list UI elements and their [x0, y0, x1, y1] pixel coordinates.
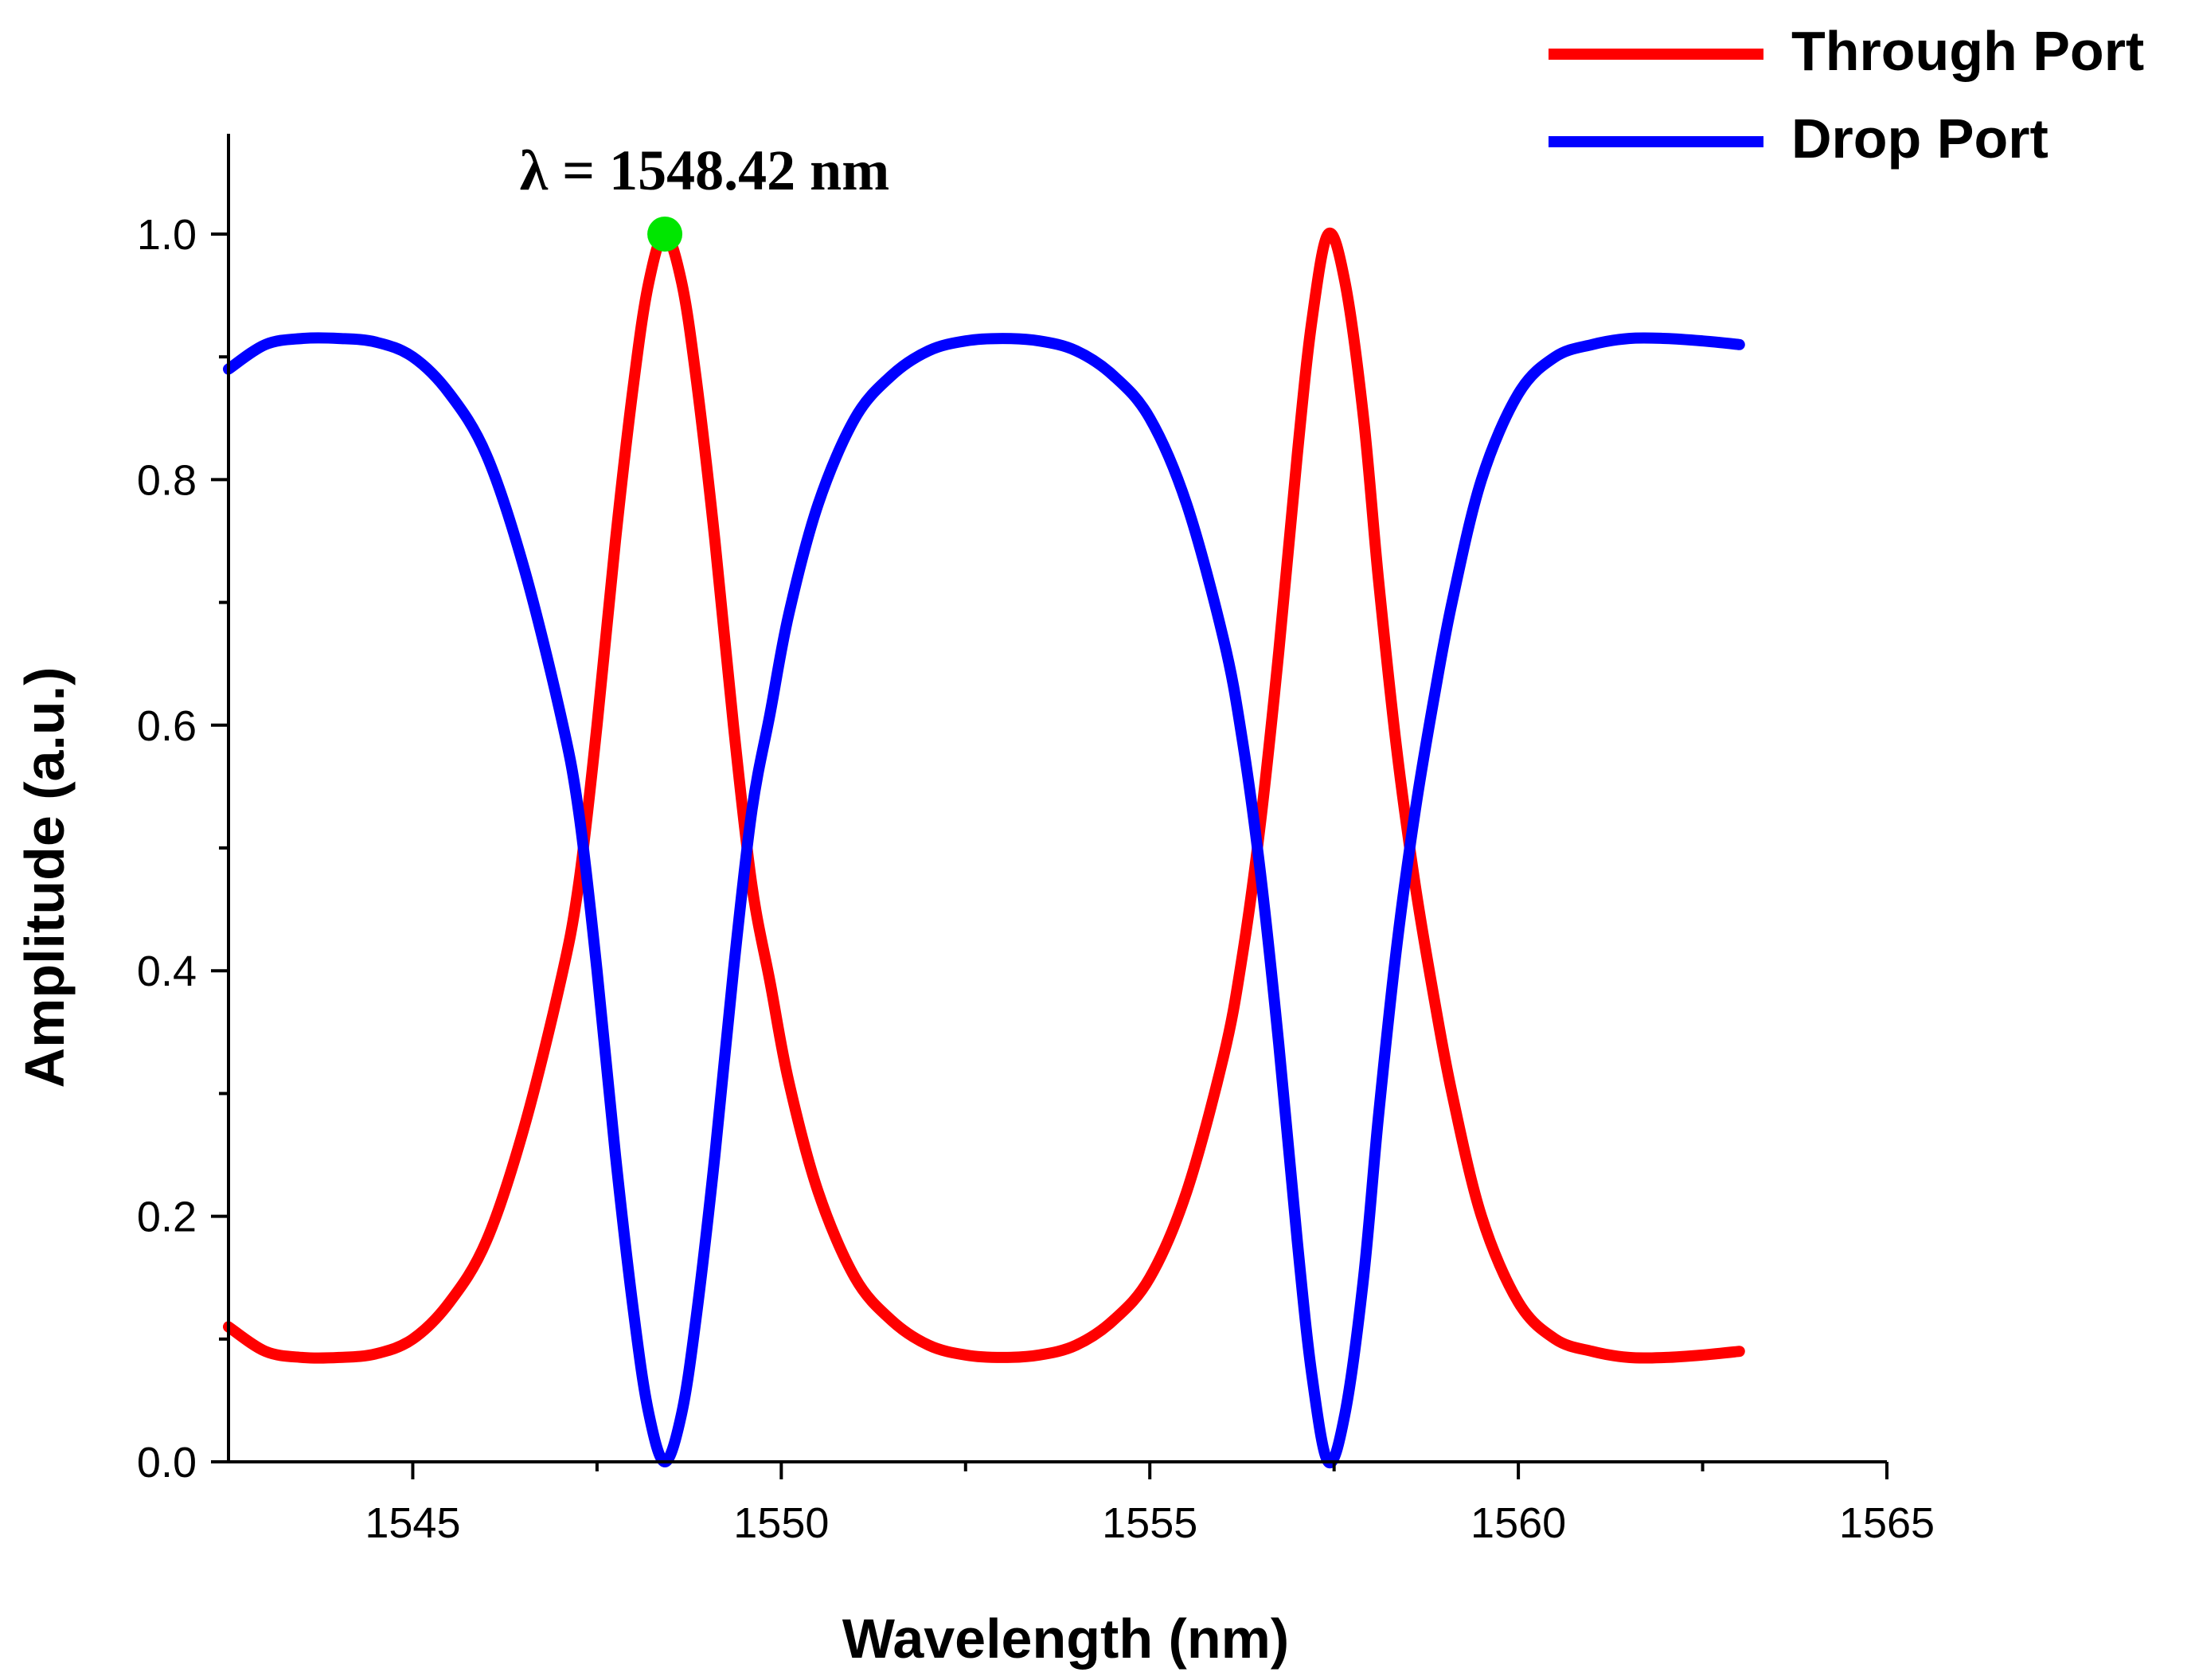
- legend: Through Port Drop Port: [1549, 20, 2144, 170]
- x-axis-ticks: 1545 1550 1555 1560 1565: [365, 1462, 1935, 1547]
- x-tick-label: 1560: [1470, 1499, 1566, 1547]
- y-tick-label: 0.6: [137, 702, 197, 750]
- plot-area: [223, 227, 1745, 1469]
- peak-annotation: λ = 1548.42 nm: [520, 139, 889, 252]
- x-axis-title: Wavelength (nm): [842, 1608, 1289, 1670]
- x-tick-label: 1555: [1102, 1499, 1197, 1547]
- peak-wavelength-label: λ = 1548.42 nm: [520, 139, 889, 202]
- y-tick-label: 0.2: [137, 1194, 197, 1241]
- series-line-drop-port: [223, 332, 1745, 1469]
- y-tick-label: 0.0: [137, 1439, 197, 1487]
- x-tick-label: 1545: [365, 1499, 460, 1547]
- y-axis-ticks: 0.0 0.2 0.4 0.6 0.8 1.0: [137, 211, 228, 1487]
- peak-marker: [647, 217, 683, 252]
- legend-label-through-port: Through Port: [1791, 20, 2144, 82]
- y-tick-label: 0.4: [137, 947, 197, 995]
- x-tick-label: 1550: [733, 1499, 829, 1547]
- legend-label-drop-port: Drop Port: [1791, 107, 2049, 170]
- y-axis-title: Amplitude (a.u.): [14, 667, 76, 1088]
- x-tick-label: 1565: [1839, 1499, 1935, 1547]
- y-tick-label: 0.8: [137, 456, 197, 504]
- y-tick-label: 1.0: [137, 211, 197, 259]
